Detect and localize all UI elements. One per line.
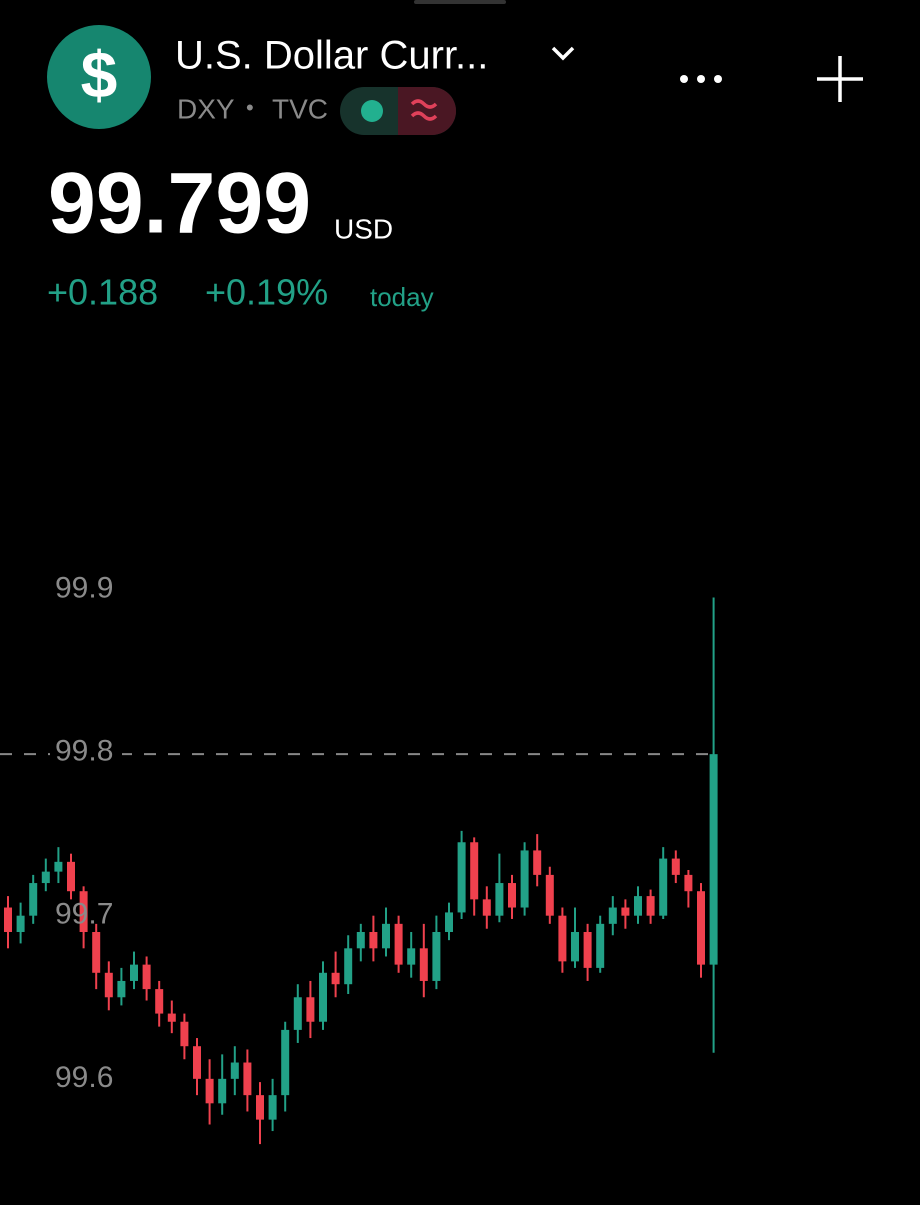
separator: • [246,95,254,120]
candle-body [419,948,428,981]
candle-body [382,923,390,949]
candle-body [104,972,113,998]
candle-body [533,850,542,875]
candle-body [79,891,88,932]
add-button[interactable] [817,56,863,102]
exchange: TVC [272,93,328,124]
candle-body [407,948,416,965]
candle-body [230,1062,239,1079]
candle-body [142,964,151,990]
candle-body [319,972,327,1022]
candle-body [684,874,693,892]
candle-body [482,899,491,916]
period: today [370,282,434,312]
candle-body [394,923,403,965]
candle-body [508,883,516,908]
candle-body [54,861,63,872]
candle-body [218,1078,227,1104]
candle-body [41,871,50,884]
symbol: DXY [177,93,235,124]
candle-body [457,842,466,913]
candle-body [331,972,340,985]
dropdown-icon[interactable] [551,46,575,61]
candle-body [167,1013,176,1022]
y-tick-label: 99.7 [55,898,113,931]
more-button[interactable] [680,75,722,83]
candle-body [4,907,12,932]
candle-body [520,850,529,908]
chart: 99.6 99.7 99.8 99.9 [0,571,718,1145]
y-tick-anchor [52,1078,53,1080]
candle-body [571,932,579,962]
candle-body [583,932,592,968]
candle-body [117,980,126,998]
logo [47,25,151,129]
status-pill-right [398,87,456,135]
candle-body [432,932,441,981]
candle-body [243,1062,252,1096]
candle-body [92,932,101,973]
logo-glyph: $ [81,37,118,111]
y-tick-label: 99.9 [55,571,113,604]
candle-body [268,1095,277,1120]
market-open-dot [361,100,383,122]
candle-body [293,997,302,1030]
candle-body [558,915,567,962]
candle-body [180,1021,189,1047]
candle-body [67,861,75,892]
candle-body [306,997,315,1022]
candle-body [155,989,164,1014]
y-tick-anchor [52,915,53,917]
candle-body [621,907,630,916]
candle-body [256,1095,264,1120]
candle-body [470,842,479,900]
candle-body [697,891,705,965]
y-tick-anchor [52,588,53,590]
y-tick-label: 99.8 [55,734,113,767]
candle-body [671,858,680,875]
candle-body [16,915,25,932]
price: 99.799 [48,156,311,252]
candle-body [193,1046,201,1079]
currency: USD [334,213,393,244]
change: +0.188 [47,272,158,313]
candle-body [29,883,38,916]
y-tick-label: 99.6 [55,1061,113,1094]
candle-body [495,883,504,916]
candle-body [608,907,617,924]
candle-body [646,896,655,916]
candle-body [205,1078,214,1104]
candle-body [634,896,642,916]
candle-body [369,932,378,949]
instrument-name[interactable]: U.S. Dollar Curr... [175,34,488,78]
candle-body [445,912,453,932]
change-percent: +0.19% [205,272,328,313]
notch [414,0,506,4]
delayed-icon [410,99,438,121]
candle-body [596,923,605,968]
candle-body [356,932,365,949]
candle-body [545,874,554,916]
candle-body [344,948,353,985]
candle-body [281,1029,290,1096]
candle-body [130,964,138,981]
y-tick-label-bg [50,736,122,769]
candle-body [709,754,718,965]
candle-body [659,858,668,916]
